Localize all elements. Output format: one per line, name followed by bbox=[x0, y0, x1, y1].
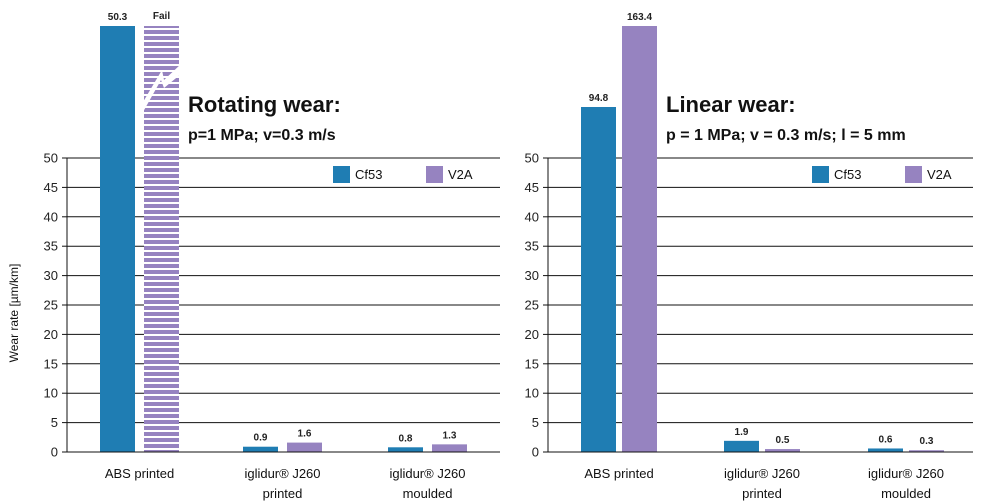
bar-cf53 bbox=[243, 446, 278, 452]
y-tick-label: 20 bbox=[525, 327, 539, 342]
y-tick-label: 45 bbox=[44, 180, 58, 195]
x-category-label: iglidur® J260 moulded bbox=[868, 466, 944, 501]
legend-label: V2A bbox=[448, 167, 473, 182]
y-tick-label: 10 bbox=[44, 386, 58, 401]
y-tick-label: 40 bbox=[44, 209, 58, 224]
data-label: Fail bbox=[153, 11, 170, 22]
data-label: 1.6 bbox=[298, 429, 312, 440]
legend-swatch bbox=[812, 166, 829, 183]
bar-cf53 bbox=[388, 447, 423, 452]
x-category-label: iglidur® J260 moulded bbox=[389, 466, 465, 501]
y-tick-label: 10 bbox=[525, 386, 539, 401]
y-tick-label: 15 bbox=[44, 356, 58, 371]
y-tick-label: 20 bbox=[44, 327, 58, 342]
bar-cf53 bbox=[100, 26, 135, 452]
y-tick-label: 35 bbox=[44, 239, 58, 254]
data-label: 163.4 bbox=[627, 12, 652, 23]
data-label: 1.3 bbox=[443, 430, 457, 441]
y-tick-label: 30 bbox=[525, 268, 539, 283]
bar-v2a bbox=[432, 444, 467, 452]
data-label: 0.5 bbox=[776, 435, 790, 446]
bar-cf53 bbox=[868, 448, 903, 452]
legend-label: Cf53 bbox=[834, 167, 861, 182]
axis-break-mark bbox=[143, 64, 181, 112]
legend-swatch bbox=[426, 166, 443, 183]
x-category-label: ABS printed bbox=[105, 466, 174, 481]
y-tick-label: 15 bbox=[525, 356, 539, 371]
y-tick-label: 35 bbox=[525, 239, 539, 254]
x-category-label: ABS printed bbox=[584, 466, 653, 481]
y-tick-label: 30 bbox=[44, 268, 58, 283]
data-label: 0.6 bbox=[879, 434, 893, 445]
y-tick-label: 25 bbox=[44, 298, 58, 313]
data-label: 50.3 bbox=[108, 12, 128, 23]
chart-title: Rotating wear: bbox=[188, 92, 341, 117]
data-label: 1.9 bbox=[735, 427, 749, 438]
y-tick-label: 50 bbox=[525, 151, 539, 166]
bar-cf53 bbox=[581, 107, 616, 452]
x-category-label: iglidur® J260 printed bbox=[244, 466, 320, 501]
y-tick-label: 5 bbox=[51, 415, 58, 430]
y-axis-label: Wear rate [µm/km] bbox=[7, 264, 21, 363]
y-tick-label: 25 bbox=[525, 298, 539, 313]
legend-label: V2A bbox=[927, 167, 952, 182]
y-tick-label: 0 bbox=[51, 445, 58, 460]
y-tick-label: 5 bbox=[532, 415, 539, 430]
data-label: 0.8 bbox=[399, 433, 413, 444]
bar-v2a bbox=[909, 450, 944, 452]
chart-subtitle: p=1 MPa; v=0.3 m/s bbox=[188, 127, 336, 144]
chart-subtitle: p = 1 MPa; v = 0.3 m/s; l = 5 mm bbox=[666, 127, 906, 144]
data-label: 94.8 bbox=[589, 93, 609, 104]
bar-v2a bbox=[622, 26, 657, 452]
data-label: 0.3 bbox=[920, 436, 934, 447]
bar-v2a bbox=[765, 449, 800, 452]
bar-v2a-fail bbox=[144, 26, 179, 452]
legend-label: Cf53 bbox=[355, 167, 382, 182]
legend-swatch bbox=[905, 166, 922, 183]
bar-v2a bbox=[287, 442, 322, 452]
chart-title: Linear wear: bbox=[666, 92, 796, 117]
bar-cf53 bbox=[724, 440, 759, 452]
y-tick-label: 50 bbox=[44, 151, 58, 166]
legend-swatch bbox=[333, 166, 350, 183]
x-category-label: iglidur® J260 printed bbox=[724, 466, 800, 501]
y-tick-label: 45 bbox=[525, 180, 539, 195]
y-tick-label: 40 bbox=[525, 209, 539, 224]
y-tick-label: 0 bbox=[532, 445, 539, 460]
data-label: 0.9 bbox=[254, 433, 268, 444]
